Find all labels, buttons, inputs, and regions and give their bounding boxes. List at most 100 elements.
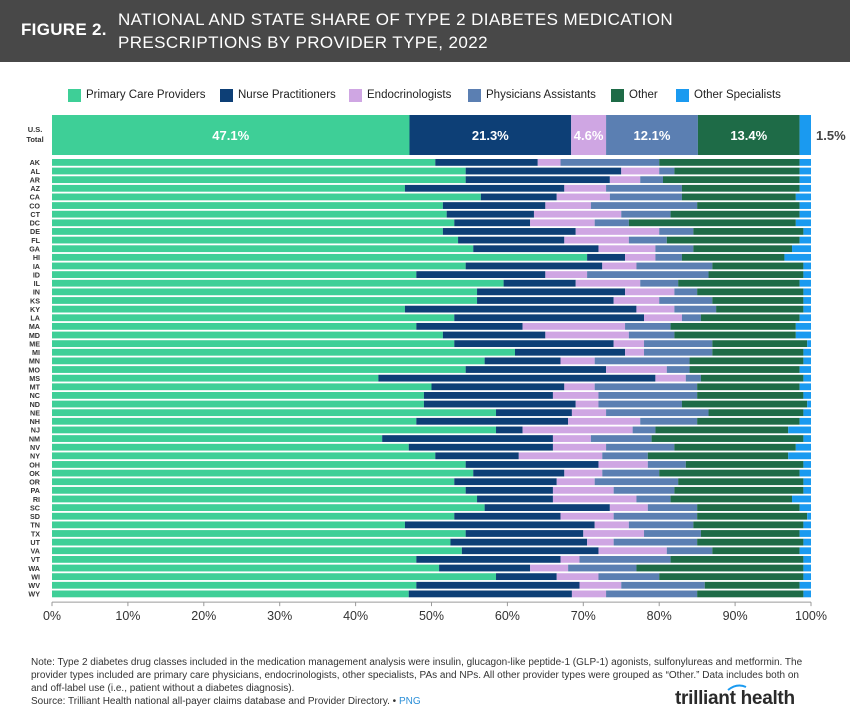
bar-nd-endocrinologists bbox=[575, 400, 599, 408]
bar-ok-endocrinologists bbox=[564, 469, 603, 477]
bar-nh-other bbox=[697, 417, 800, 425]
state-label-nd: ND bbox=[30, 400, 40, 409]
state-label-va: VA bbox=[31, 547, 40, 556]
bar-vt-primary-care bbox=[52, 555, 417, 563]
bar-ct-primary-care bbox=[52, 210, 447, 218]
bar-ak-primary-care bbox=[52, 159, 436, 166]
trilliant-health-logo: trilliant health bbox=[675, 688, 795, 709]
bar-mi-endocrinologists bbox=[625, 348, 645, 356]
bar-ne-physicians-assistants bbox=[606, 409, 709, 417]
bar-ri-endocrinologists bbox=[552, 495, 637, 503]
legend-swatch-primary-care bbox=[68, 88, 81, 102]
bar-hi-physicians-assistants bbox=[655, 253, 682, 261]
png-link[interactable]: PNG bbox=[398, 696, 421, 707]
bar-ct-physicians-assistants bbox=[621, 210, 671, 218]
bar-ut-endocrinologists bbox=[587, 538, 614, 546]
bar-vt-nurse-practitioners bbox=[416, 555, 561, 563]
bar-wv-other bbox=[704, 581, 800, 589]
bar-ca-primary-care bbox=[52, 193, 481, 201]
bar-ca-other bbox=[681, 193, 796, 201]
bar-al-other bbox=[674, 167, 800, 175]
bar-ny-primary-care bbox=[52, 452, 436, 460]
bar-wi-primary-care bbox=[52, 573, 497, 581]
bar-mi-primary-care bbox=[52, 348, 515, 356]
bar-ne-primary-care bbox=[52, 409, 497, 417]
bar-wa-other bbox=[636, 564, 804, 572]
bar-nj-primary-care bbox=[52, 426, 497, 434]
total-data-label-nurse-practitioners: 21.3% bbox=[472, 128, 509, 143]
bar-ny-endocrinologists bbox=[518, 452, 603, 460]
bar-mn-physicians-assistants bbox=[594, 357, 690, 365]
bar-wv-endocrinologists bbox=[579, 581, 622, 589]
bar-wi-endocrinologists bbox=[556, 573, 599, 581]
state-label-ct: CT bbox=[30, 210, 40, 219]
bar-la-endocrinologists bbox=[644, 314, 682, 322]
state-label-or: OR bbox=[29, 478, 41, 487]
legend-label-nurse-practitioners: Nurse Practitioners bbox=[238, 89, 336, 101]
bar-la-primary-care bbox=[52, 314, 455, 322]
bar-ar-physicians-assistants bbox=[640, 176, 663, 184]
x-tick-label: 60% bbox=[495, 609, 520, 623]
bar-ma-nurse-practitioners bbox=[416, 322, 523, 330]
x-tick-label: 80% bbox=[647, 609, 672, 623]
state-label-ky: KY bbox=[30, 305, 40, 314]
bar-nh-other-specialists bbox=[799, 417, 811, 425]
bar-wy-other bbox=[697, 590, 804, 598]
total-data-label-primary-care: 47.1% bbox=[212, 128, 249, 143]
state-label-dc: DC bbox=[30, 219, 40, 228]
bar-dc-nurse-practitioners bbox=[454, 219, 531, 227]
bar-ks-physicians-assistants bbox=[659, 297, 713, 304]
legend-item-physicians-assistants: Physicians Assistants bbox=[468, 83, 596, 107]
x-tick-label: 100% bbox=[795, 609, 827, 623]
bar-ca-physicians-assistants bbox=[609, 193, 682, 201]
state-label-in: IN bbox=[33, 288, 40, 297]
bar-tx-endocrinologists bbox=[583, 530, 645, 537]
footnote: Note: Type 2 diabetes drug classes inclu… bbox=[31, 656, 811, 708]
total-data-label-physicians-assistants: 12.1% bbox=[634, 128, 671, 143]
state-label-ga: GA bbox=[29, 245, 40, 254]
bar-ri-physicians-assistants bbox=[636, 495, 671, 503]
state-label-ms: MS bbox=[29, 374, 40, 383]
bar-pa-nurse-practitioners bbox=[465, 486, 553, 494]
bar-vt-other bbox=[670, 555, 804, 563]
bar-ak-other bbox=[659, 159, 800, 166]
stacked-bar-chart: U.S.Total 47.1% 21.3% 4.6% 12.1% 13.4% 1.5%AKA… bbox=[26, 115, 846, 623]
bar-ri-other-specialists bbox=[792, 495, 811, 503]
bar-in-nurse-practitioners bbox=[477, 288, 626, 296]
bar-va-endocrinologists bbox=[598, 547, 667, 555]
bar-ct-nurse-practitioners bbox=[446, 210, 534, 218]
state-label-nh: NH bbox=[30, 417, 40, 426]
bar-fl-other-specialists bbox=[799, 236, 811, 244]
bar-sc-other bbox=[697, 504, 800, 511]
state-label-ar: AR bbox=[30, 175, 41, 184]
state-label-wi: WI bbox=[31, 572, 40, 581]
bar-me-endocrinologists bbox=[613, 340, 645, 348]
bar-dc-physicians-assistants bbox=[594, 219, 629, 227]
state-label-la: LA bbox=[30, 314, 40, 323]
bar-mn-other-specialists bbox=[803, 357, 811, 365]
bar-ga-physicians-assistants bbox=[655, 245, 694, 253]
bar-mi-other bbox=[712, 348, 804, 356]
bar-al-primary-care bbox=[52, 167, 466, 175]
bar-tx-nurse-practitioners bbox=[465, 530, 584, 537]
state-label-ut: UT bbox=[30, 538, 40, 547]
bar-sd-nurse-practitioners bbox=[454, 512, 561, 520]
bar-wv-other-specialists bbox=[799, 581, 811, 589]
bar-oh-endocrinologists bbox=[598, 461, 648, 468]
bar-wi-physicians-assistants bbox=[598, 573, 660, 581]
bar-hi-primary-care bbox=[52, 253, 588, 261]
bar-nh-nurse-practitioners bbox=[416, 417, 569, 425]
legend: Primary Care Providers Nurse Practitione… bbox=[0, 83, 850, 107]
bar-de-other bbox=[693, 228, 804, 235]
state-label-tx: TX bbox=[31, 529, 40, 538]
bar-md-other-specialists bbox=[795, 331, 811, 339]
bar-ma-physicians-assistants bbox=[625, 322, 671, 330]
bar-ne-endocrinologists bbox=[571, 409, 607, 417]
bar-az-endocrinologists bbox=[564, 184, 607, 192]
bar-va-other bbox=[712, 547, 800, 555]
bar-az-other bbox=[681, 184, 800, 192]
state-label-pa: PA bbox=[31, 486, 40, 495]
bar-nj-nurse-practitioners bbox=[496, 426, 523, 434]
bar-sc-nurse-practitioners bbox=[484, 504, 610, 511]
bar-or-endocrinologists bbox=[556, 478, 595, 486]
